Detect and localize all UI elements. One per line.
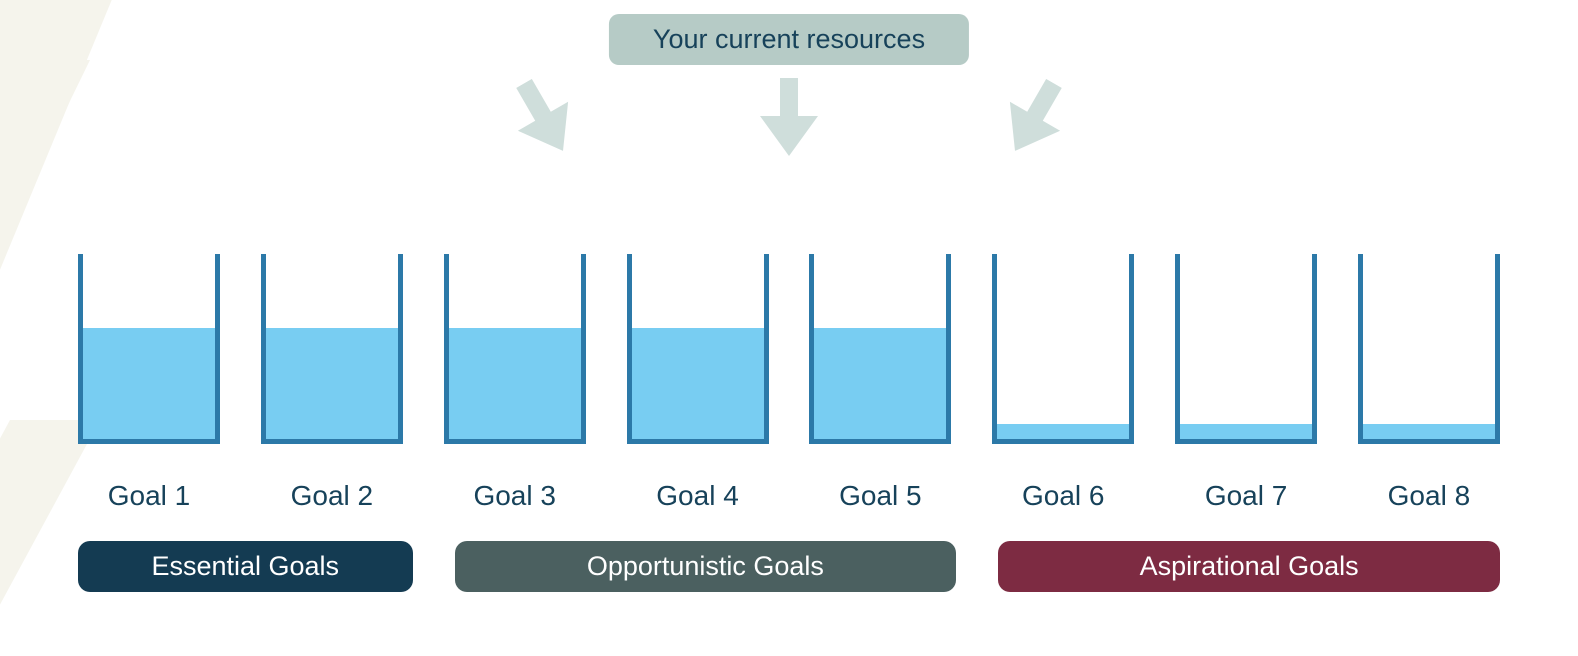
goal-label-7: Goal 7	[1205, 480, 1288, 512]
arrow-2	[754, 78, 824, 158]
beaker-wrap-5: Goal 5	[809, 254, 951, 512]
beaker-3-icon	[444, 254, 586, 444]
beaker-wrap-4: Goal 4	[627, 254, 769, 512]
categories-row: Essential Goals Opportunistic Goals Aspira…	[78, 541, 1500, 592]
arrow-1	[494, 66, 595, 170]
beaker-1-icon	[78, 254, 220, 444]
beaker-6-icon	[992, 254, 1134, 444]
category-pill-3: Aspirational Goals	[998, 541, 1500, 592]
goal-label-2: Goal 2	[291, 480, 374, 512]
beaker-wrap-8: Goal 8	[1358, 254, 1500, 512]
beaker-wrap-2: Goal 2	[261, 254, 403, 512]
beaker-2-icon	[261, 254, 403, 444]
goal-label-5: Goal 5	[839, 480, 922, 512]
beaker-7-icon	[1175, 254, 1317, 444]
resources-pill: Your current resources	[609, 14, 969, 65]
category-pill-2: Opportunistic Goals	[455, 541, 957, 592]
goal-label-8: Goal 8	[1388, 480, 1471, 512]
beaker-wrap-6: Goal 6	[992, 254, 1134, 512]
beaker-5-icon	[809, 254, 951, 444]
goal-label-1: Goal 1	[108, 480, 191, 512]
beaker-4-icon	[627, 254, 769, 444]
diagram-content: Your current resources Goal 1Goal 2Goal …	[0, 0, 1578, 656]
arrows-row	[509, 78, 1069, 158]
category-pill-1: Essential Goals	[78, 541, 413, 592]
beaker-wrap-3: Goal 3	[444, 254, 586, 512]
beaker-wrap-7: Goal 7	[1175, 254, 1317, 512]
beaker-wrap-1: Goal 1	[78, 254, 220, 512]
beaker-8-icon	[1358, 254, 1500, 444]
goal-label-6: Goal 6	[1022, 480, 1105, 512]
goal-label-4: Goal 4	[656, 480, 739, 512]
arrow-3	[984, 66, 1085, 170]
beakers-row: Goal 1 Goal 2 Goal 3 Goal 4 Goal 5 Goal 6 Goal…	[78, 254, 1500, 512]
goal-label-3: Goal 3	[473, 480, 556, 512]
